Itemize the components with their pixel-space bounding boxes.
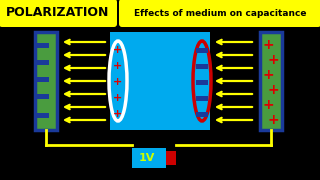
Bar <box>35 112 49 118</box>
Text: +: + <box>262 68 274 82</box>
FancyBboxPatch shape <box>119 0 320 27</box>
Text: +: + <box>113 61 123 71</box>
Text: +: + <box>113 93 123 103</box>
Bar <box>110 32 210 130</box>
Text: +: + <box>267 53 279 67</box>
Text: +: + <box>267 113 279 127</box>
Text: Effects of medium on capacitance: Effects of medium on capacitance <box>134 8 306 17</box>
Text: +: + <box>262 98 274 112</box>
Text: +: + <box>262 38 274 52</box>
Text: 1V: 1V <box>139 153 155 163</box>
Bar <box>35 42 49 48</box>
Bar <box>260 32 282 130</box>
Bar <box>35 60 49 64</box>
Bar <box>132 148 166 168</box>
Text: +: + <box>113 45 123 55</box>
Bar <box>196 96 208 100</box>
Bar <box>35 76 49 82</box>
FancyBboxPatch shape <box>0 0 117 27</box>
Bar <box>35 32 57 130</box>
Bar <box>166 151 176 165</box>
Bar <box>196 111 208 116</box>
Text: +: + <box>267 83 279 97</box>
Text: POLARIZATION: POLARIZATION <box>6 6 110 19</box>
Bar <box>196 80 208 84</box>
Bar <box>196 48 208 53</box>
Bar <box>196 64 208 69</box>
Bar <box>35 93 49 98</box>
Text: +: + <box>113 109 123 119</box>
Text: +: + <box>113 77 123 87</box>
